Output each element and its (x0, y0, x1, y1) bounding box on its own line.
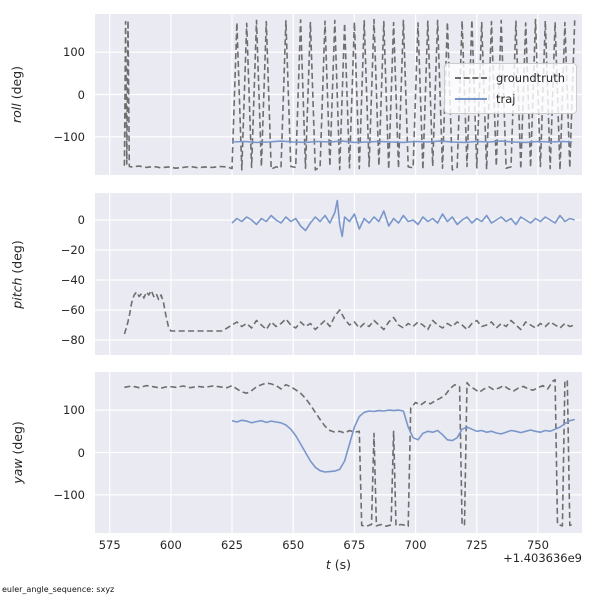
y-tick-label: 0 (77, 87, 85, 102)
x-tick-label: 650 (282, 538, 305, 552)
x-tick-label: 625 (221, 538, 243, 552)
x-tick-label: 725 (465, 538, 488, 552)
y-tick-label: −100 (53, 129, 85, 144)
euler-sequence-footnote: euler_angle_sequence: sxyz (2, 585, 115, 594)
x-axis-label-unit: (s) (334, 557, 352, 572)
y-tick-label: 0 (77, 213, 85, 227)
x-axis-label-var: t (325, 557, 331, 572)
legend: groundtruth traj (443, 63, 577, 114)
y-tick-label: −40 (60, 273, 85, 287)
groundtruth-line (123, 18, 576, 171)
legend-label-traj: traj (495, 92, 516, 106)
y-tick-label: 100 (63, 403, 85, 418)
roll-axis-label-var: roll (9, 103, 25, 124)
groundtruth-dashed-line-swatch (454, 77, 487, 79)
y-tick-label: −80 (60, 333, 85, 347)
pitch-plot-svg (95, 193, 582, 355)
y-tick-label: 0 (77, 445, 85, 460)
traj-solid-line-swatch (454, 98, 487, 100)
legend-label-groundtruth: groundtruth (495, 71, 565, 85)
x-axis-offset-text: +1.403636e9 (503, 551, 582, 565)
y-tick-label: −100 (53, 487, 85, 502)
yaw-plot-svg (95, 372, 582, 533)
groundtruth-line (123, 289, 575, 335)
x-tick-label: 600 (159, 538, 182, 552)
traj-line (231, 140, 573, 144)
x-tick-label: 750 (526, 538, 549, 552)
x-tick-label: 575 (98, 538, 121, 552)
traj-line (231, 199, 575, 238)
x-tick-label: 675 (343, 538, 366, 552)
yaw-plot-area (95, 372, 582, 533)
y-tick-label: −20 (60, 243, 85, 257)
yaw-subplot: yaw (deg) 100 0 −100 575 600 625 650 675 700 725 7… (10, 372, 582, 552)
roll-subplot: roll (deg) groundtruth traj 100 0 −100 (10, 14, 582, 175)
legend-entry-groundtruth: groundtruth (454, 71, 565, 85)
x-tick-label: 700 (404, 538, 427, 552)
pitch-subplot: pitch (deg) 0 −20 −40 −60 −80 (10, 193, 582, 355)
traj-line (231, 409, 575, 473)
pitch-plot-area (95, 193, 582, 355)
legend-entry-traj: traj (454, 92, 565, 106)
y-tick-label: 100 (63, 45, 85, 60)
x-axis-label: t (s) (95, 557, 582, 572)
y-tick-label: −60 (60, 303, 85, 317)
groundtruth-line (124, 378, 573, 527)
yaw-axis-label-var: yaw (9, 458, 25, 484)
